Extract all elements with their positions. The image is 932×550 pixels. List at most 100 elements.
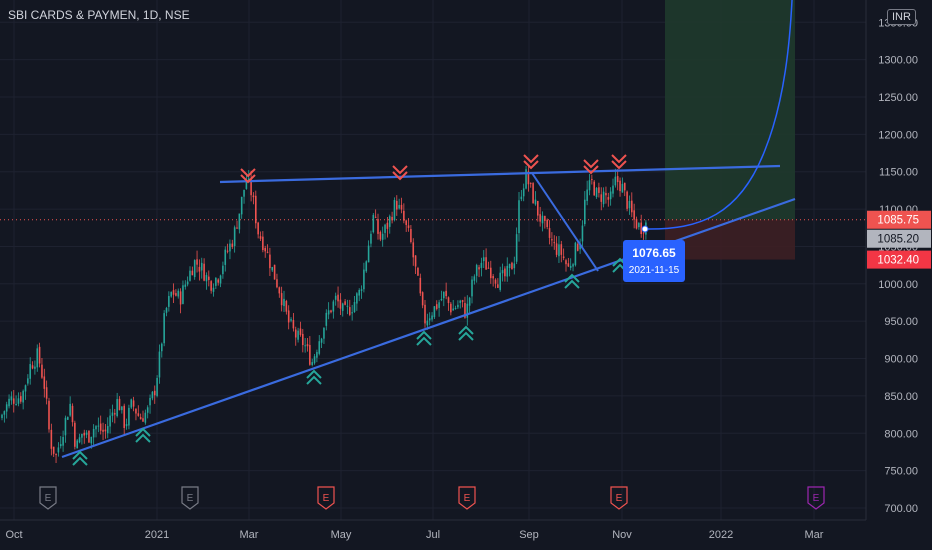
stop-price-label: 1032.40 xyxy=(877,255,919,267)
candle-body xyxy=(605,193,607,196)
candle-body xyxy=(238,213,241,230)
candle-body xyxy=(1,414,3,419)
candle-body xyxy=(635,218,638,229)
candle-body xyxy=(534,199,537,205)
candle-body xyxy=(614,176,617,186)
stop-price-label-bg xyxy=(867,250,931,269)
candle-body xyxy=(45,387,48,399)
candle-body xyxy=(612,185,614,194)
candle-body xyxy=(229,243,231,252)
candle-body xyxy=(297,330,299,340)
candle-body xyxy=(346,305,349,307)
mid-price-label: 1085.20 xyxy=(877,234,919,246)
candle-body xyxy=(391,216,393,221)
earnings-marker-label: E xyxy=(464,493,471,504)
candle-body xyxy=(128,407,130,426)
candle-body xyxy=(215,277,217,286)
candle-body xyxy=(20,396,22,402)
candle-body xyxy=(447,297,450,304)
candle-body xyxy=(426,320,429,326)
candle-body xyxy=(106,426,109,434)
candle-body xyxy=(287,310,290,323)
y-tick-label: 700.00 xyxy=(884,503,918,515)
candle-body xyxy=(48,400,50,430)
candle-body xyxy=(74,422,76,447)
y-tick-label: 900.00 xyxy=(884,354,918,366)
candle-body xyxy=(175,293,177,296)
candle-body xyxy=(482,257,485,262)
candle-body xyxy=(224,249,227,265)
candle-body xyxy=(168,296,170,307)
candle-body xyxy=(356,293,358,304)
projection-curve xyxy=(644,0,793,230)
candle-body xyxy=(544,215,546,221)
candle-body xyxy=(586,189,588,201)
candle-body xyxy=(370,233,372,244)
price-date-tooltip xyxy=(623,240,685,282)
candle-body xyxy=(619,180,621,192)
pivot-low-marker xyxy=(564,273,580,289)
candle-body xyxy=(217,279,219,283)
candle-body xyxy=(428,318,431,321)
candle-body xyxy=(381,233,384,240)
earnings-marker-icon xyxy=(317,486,335,510)
candle-body xyxy=(137,413,140,416)
candle-body xyxy=(584,199,586,225)
earnings-marker-icon xyxy=(807,486,825,510)
candle-body xyxy=(372,214,375,233)
y-tick-label: 800.00 xyxy=(884,428,918,440)
candle-body xyxy=(384,224,386,233)
candle-body xyxy=(522,188,525,197)
candle-body xyxy=(424,304,426,324)
candle-body xyxy=(203,263,205,281)
candle-body xyxy=(323,327,325,339)
candle-body xyxy=(466,303,469,318)
candle-body xyxy=(163,313,165,344)
candle-body xyxy=(186,281,189,285)
candle-body xyxy=(623,182,626,191)
candle-body xyxy=(358,289,360,296)
candle-body xyxy=(485,257,487,270)
candle-body xyxy=(299,328,302,335)
candle-body xyxy=(349,307,351,315)
candle-body xyxy=(607,197,610,200)
candle-body xyxy=(243,189,245,197)
candle-body xyxy=(393,199,396,221)
candle-body xyxy=(344,301,346,305)
x-tick-label: 2022 xyxy=(709,529,733,541)
candle-body xyxy=(351,312,353,314)
candle-body xyxy=(325,312,328,326)
earnings-marker-label: E xyxy=(187,493,194,504)
candle-body xyxy=(189,270,191,281)
candle-body xyxy=(419,277,422,294)
candle-body xyxy=(642,232,645,234)
candle-body xyxy=(567,263,570,267)
candle-body xyxy=(22,390,24,403)
candle-body xyxy=(81,433,83,438)
candle-body xyxy=(367,245,370,263)
candle-body xyxy=(480,262,483,268)
candle-body xyxy=(513,263,516,269)
candle-body xyxy=(560,244,563,255)
candle-body xyxy=(205,275,208,282)
candle-body xyxy=(487,267,490,269)
candle-body xyxy=(294,329,297,338)
last-price-label: 1085.75 xyxy=(877,215,919,227)
currency-badge[interactable]: INR xyxy=(887,9,916,25)
candle-body xyxy=(245,181,248,189)
candle-body xyxy=(591,179,593,181)
candle-body xyxy=(236,227,238,229)
candle-body xyxy=(494,279,497,284)
time-axis-bg xyxy=(0,520,932,550)
candle-body xyxy=(170,292,172,297)
y-tick-label: 1200.00 xyxy=(878,129,918,141)
candle-body xyxy=(438,302,440,308)
candle-body xyxy=(537,200,539,216)
candle-body xyxy=(452,308,454,311)
candle-body xyxy=(208,276,210,280)
earnings-marker-icon xyxy=(181,486,199,510)
candle-body xyxy=(212,287,215,292)
resistance-trendline xyxy=(219,164,781,184)
candle-body xyxy=(576,244,579,251)
